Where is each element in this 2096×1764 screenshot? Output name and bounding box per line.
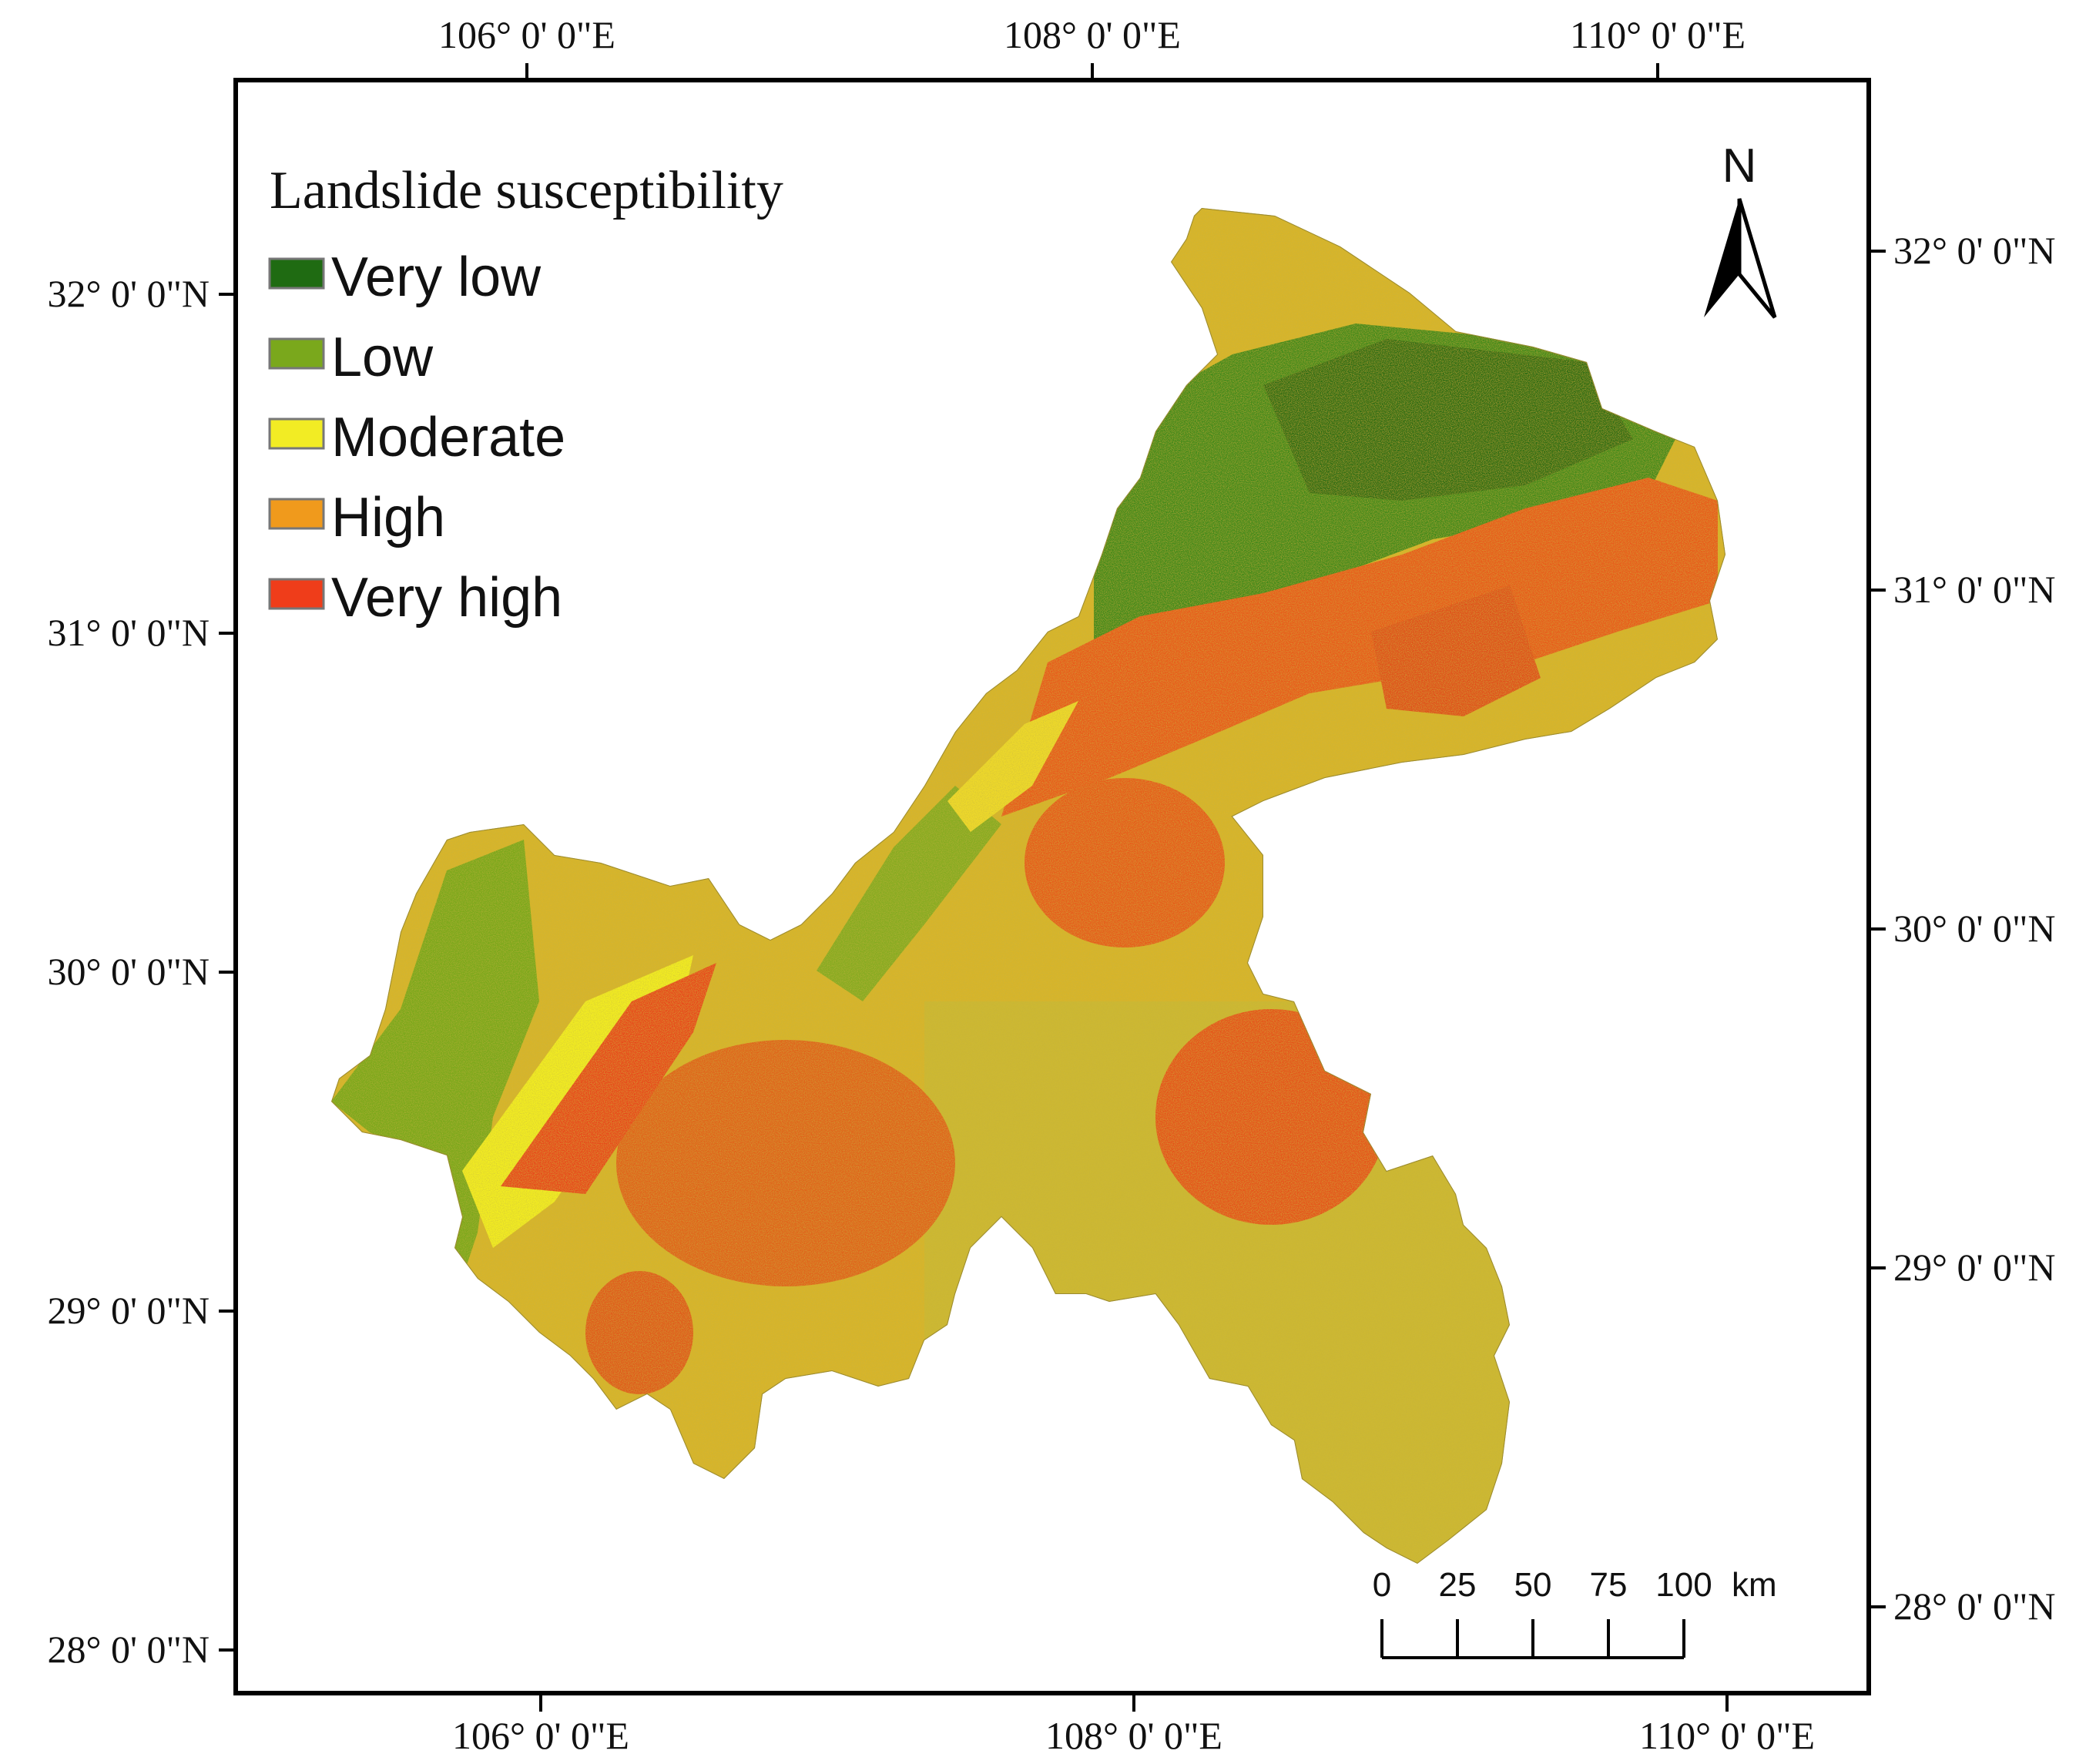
left-lat-label: 28° 0' 0"N xyxy=(47,1628,210,1671)
right-lat-label: 29° 0' 0"N xyxy=(1893,1246,2056,1289)
north-arrow-icon xyxy=(1737,198,1777,319)
scale-tick-label: 0 xyxy=(1373,1566,1391,1604)
legend-swatch xyxy=(268,498,325,530)
left-lat-label: 30° 0' 0"N xyxy=(47,950,210,993)
bottom-longitude-axis: 106° 0' 0"E 108° 0' 0"E 110° 0' 0"E xyxy=(452,1693,1815,1757)
top-lon-label: 110° 0' 0"E xyxy=(1570,13,1746,56)
bottom-lon-label: 108° 0' 0"E xyxy=(1045,1714,1222,1757)
bottom-lon-label: 110° 0' 0"E xyxy=(1639,1714,1815,1757)
right-lat-label: 28° 0' 0"N xyxy=(1893,1585,2056,1628)
north-arrow-label: N xyxy=(1722,139,1757,193)
scale-tick-label: 50 xyxy=(1514,1566,1552,1604)
top-longitude-axis: 106° 0' 0"E 108° 0' 0"E 110° 0' 0"E xyxy=(438,13,1746,80)
legend-swatch xyxy=(268,257,325,290)
left-latitude-axis: 32° 0' 0"N 31° 0' 0"N 30° 0' 0"N 29° 0' … xyxy=(47,272,236,1671)
scale-tick-label: 25 xyxy=(1439,1566,1477,1604)
top-lon-label: 108° 0' 0"E xyxy=(1004,13,1181,56)
zone-very-high-band xyxy=(1001,478,1718,817)
zone-very-low-core xyxy=(1263,339,1633,501)
legend-item-very-high: Very high xyxy=(268,567,562,629)
legend-item-moderate: Moderate xyxy=(268,407,565,468)
right-lat-label: 31° 0' 0"N xyxy=(1893,568,2056,611)
scale-tick-label: 75 xyxy=(1590,1566,1628,1604)
legend-item-low: Low xyxy=(268,327,434,388)
north-arrow-icon xyxy=(1704,199,1739,317)
top-lon-label: 106° 0' 0"E xyxy=(438,13,615,56)
bottom-lon-label: 106° 0' 0"E xyxy=(452,1714,629,1757)
legend-swatch xyxy=(268,418,325,450)
legend-item-high: High xyxy=(268,487,445,548)
zone-low-central-strip xyxy=(817,786,1001,1001)
scale-bar: 0 25 50 75 100 km xyxy=(1373,1566,1777,1659)
legend-label: Very high xyxy=(331,567,562,629)
scale-tick-label: 100 xyxy=(1655,1566,1712,1604)
right-latitude-axis: 32° 0' 0"N 31° 0' 0"N 30° 0' 0"N 29° 0' … xyxy=(1869,229,2056,1628)
legend-label: Low xyxy=(331,327,434,388)
zone-high-west xyxy=(616,1040,955,1286)
zone-high-southwest xyxy=(585,1271,693,1394)
right-lat-label: 30° 0' 0"N xyxy=(1893,907,2056,950)
zone-very-high-ridges xyxy=(501,963,716,1194)
legend-swatch xyxy=(268,578,325,610)
left-lat-label: 29° 0' 0"N xyxy=(47,1289,210,1332)
legend-label: High xyxy=(331,487,445,548)
right-lat-label: 32° 0' 0"N xyxy=(1893,229,2056,272)
legend-item-very-low: Very low xyxy=(268,246,542,308)
zone-high-ne-block xyxy=(1371,585,1541,716)
legend: Landslide susceptibility Very low Low Mo… xyxy=(268,161,783,629)
north-arrow: N xyxy=(1704,139,1777,319)
legend-swatch xyxy=(268,337,325,370)
left-lat-label: 32° 0' 0"N xyxy=(47,272,210,315)
scale-unit-label: km xyxy=(1732,1566,1777,1604)
zone-very-high-central xyxy=(1025,778,1225,947)
zone-moderate-north-strip xyxy=(947,701,1078,832)
legend-title: Landslide susceptibility xyxy=(270,161,783,220)
legend-label: Very low xyxy=(331,246,542,308)
legend-label: Moderate xyxy=(331,407,565,468)
left-lat-label: 31° 0' 0"N xyxy=(47,611,210,654)
region-outline xyxy=(331,208,1725,1564)
zone-low-west xyxy=(331,840,539,1279)
